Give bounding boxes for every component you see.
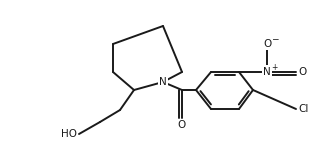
Text: O: O: [178, 120, 186, 130]
Text: N: N: [159, 77, 167, 87]
Text: HO: HO: [61, 129, 77, 139]
Text: N: N: [263, 67, 271, 77]
Text: −: −: [271, 35, 278, 43]
Text: +: +: [271, 62, 277, 71]
Text: O: O: [263, 39, 271, 49]
Text: Cl: Cl: [298, 104, 308, 114]
Text: O: O: [298, 67, 306, 77]
